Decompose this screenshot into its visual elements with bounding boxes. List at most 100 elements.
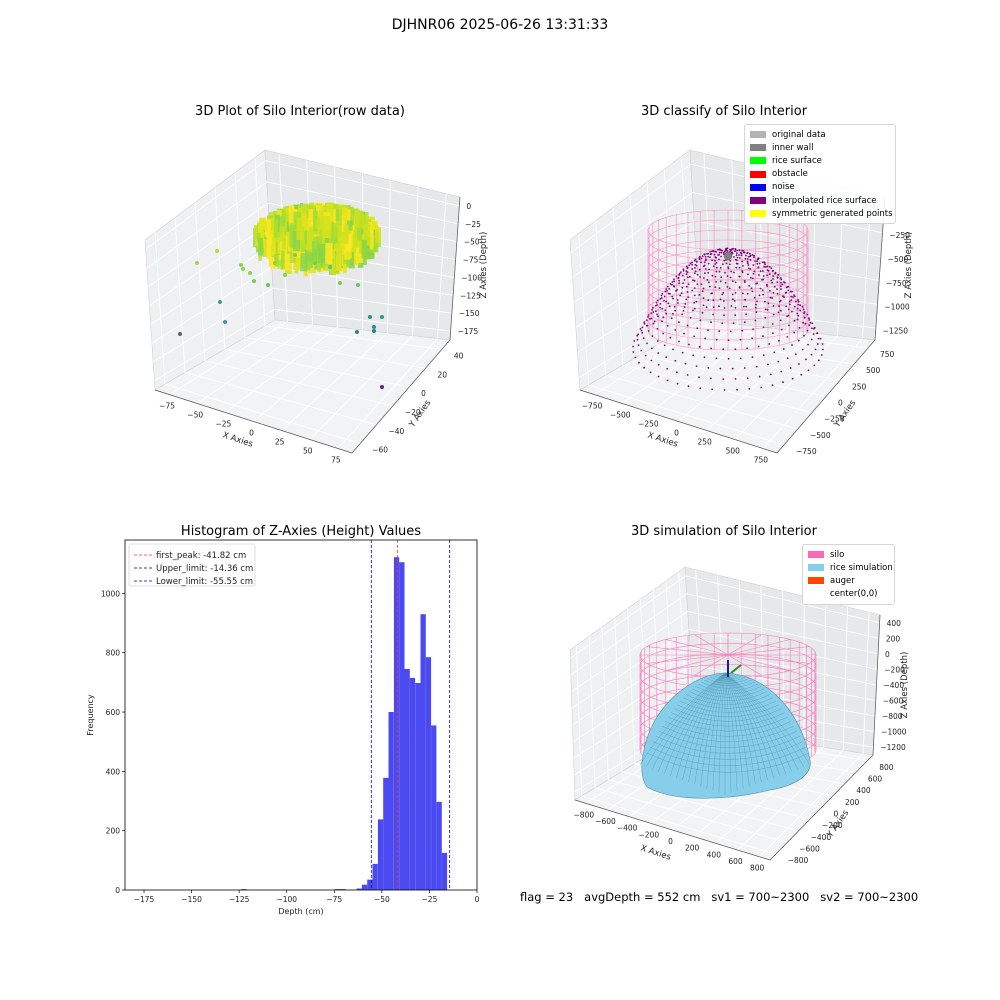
histogram-bars (241, 557, 448, 890)
histogram-bar (393, 557, 400, 890)
histogram-bar (409, 677, 416, 890)
legend-label: silo (830, 549, 845, 560)
y-tick-label: 0 (421, 389, 426, 398)
y-axis-label: Frequency (86, 694, 95, 736)
z-tick-label: −100 (461, 273, 482, 282)
scattered-outliers (178, 245, 384, 389)
inner-wall-points (723, 251, 733, 261)
x-tick-label: 0 (668, 837, 673, 846)
histogram-bar (441, 852, 448, 890)
y-tick-label: 0 (834, 810, 839, 819)
y-tick-label: −500 (810, 431, 831, 440)
plot2-title: 3D classify of Silo Interior (640, 104, 808, 119)
x-tick-label: −25 (215, 420, 231, 429)
z-tick-label: −1000 (881, 728, 907, 737)
status-sv2: sv2 = 700~2300 (820, 890, 919, 904)
x-tick-label: −800 (574, 810, 595, 819)
x-tick-label: −125 (229, 895, 250, 904)
x-tick-label: −75 (159, 402, 175, 411)
legend-item: center(0,0) (808, 588, 889, 601)
x-tick-label: 400 (707, 850, 722, 859)
legend-swatch (750, 157, 766, 165)
x-tick-label: 750 (754, 456, 769, 465)
y-tick-label: 500 (866, 366, 881, 375)
y-tick-label: 0 (115, 886, 120, 895)
histogram-bar (377, 819, 384, 890)
histogram-bar (420, 614, 426, 890)
z-tick-label: −750 (886, 279, 907, 288)
center-marker (730, 664, 742, 674)
z-tick-label: 0 (885, 650, 890, 659)
histogram-bar (340, 889, 346, 890)
reference-lines (370, 540, 451, 890)
plot3-histogram: −175 −150 −125 −100 −75 −50 −25 0 0 200 400 600 800 1… (86, 539, 480, 916)
z-tick-label: −400 (884, 681, 905, 690)
histogram-bar (367, 879, 373, 890)
legend-item: inner wall (750, 141, 890, 154)
z-tick-label: 0 (466, 202, 471, 211)
legend-swatch (808, 551, 824, 559)
y-tick-label: 1000 (101, 589, 120, 598)
plot4-legend: silo rice simulation auger center(0,0) (802, 544, 895, 605)
status-flag: flag = 23 (520, 890, 574, 904)
z-tick-label: −250 (889, 231, 910, 240)
legend-swatch (750, 197, 766, 205)
histogram-legend: first_peak: -41.82 cm Upper_limit: -14.36… (128, 543, 256, 587)
histogram-bar (383, 777, 389, 890)
legend-item: rice surface (750, 154, 890, 167)
legend-swatch (750, 170, 766, 178)
legend-item: obstacle (750, 168, 890, 181)
y-tick-label: 600 (868, 775, 883, 784)
legend-label: rice surface (772, 155, 822, 166)
x-tick-label: −50 (187, 411, 203, 420)
tick-labels: −750 −500 −250 0 250 500 750 750 500 250 0 −250 −500… (582, 207, 910, 464)
tick-labels: −175 −150 −125 −100 −75 −50 −25 0 0 200 400 600 800 1… (101, 589, 480, 904)
histogram-bar (415, 683, 421, 890)
y-tick-label: 250 (852, 382, 867, 391)
x-tick-label: 600 (728, 857, 743, 866)
histogram-bar (404, 669, 410, 890)
legend-item: noise (750, 181, 890, 194)
x-tick-label: 50 (303, 447, 313, 456)
x-tick-label: −600 (595, 817, 616, 826)
y-tick-label: −400 (811, 833, 832, 842)
legend-item: silo (808, 548, 889, 561)
x-tick-label: −75 (326, 895, 342, 904)
x-axis-label: Depth (cm) (278, 907, 323, 916)
plot1-raw-scatter-3d: −75 −50 −25 0 25 50 75 40 20 0 −20 −40 −60 0 −25 −50 −75… (144, 149, 489, 465)
x-tick-label: −150 (181, 895, 202, 904)
legend-swatch (750, 144, 766, 152)
y-tick-label: −60 (372, 446, 388, 455)
y-tick-label: −20 (405, 408, 421, 417)
legend-item: auger (808, 574, 889, 587)
y-tick-label: 20 (438, 370, 448, 379)
legend-label: obstacle (772, 169, 808, 180)
z-tick-label: −50 (464, 238, 480, 247)
x-tick-label: 200 (685, 844, 700, 853)
z-tick-label: −1200 (880, 743, 906, 752)
raw-point-cloud (253, 202, 381, 277)
legend-swatch (750, 183, 766, 191)
legend-label: Lower_limit: -55.55 cm (156, 577, 253, 587)
x-tick-label: −250 (638, 420, 659, 429)
y-tick-label: 800 (106, 649, 121, 658)
legend-item: symmetric generated points (750, 207, 893, 220)
y-tick-label: 40 (454, 351, 464, 360)
status-avg-depth: avgDepth = 552 cm (584, 890, 701, 904)
legend-label: auger (830, 575, 855, 586)
histogram-bar (361, 884, 368, 890)
tick-labels: −800−600−400−200020040060080080060040020… (574, 619, 907, 873)
histogram-bar (356, 888, 362, 890)
histogram-bar (241, 889, 247, 890)
z-tick-label: −150 (459, 309, 480, 318)
plot2-legend: original data inner wall rice surface obsta… (744, 124, 896, 225)
x-tick-label: −25 (422, 895, 438, 904)
y-tick-label: 600 (106, 708, 121, 717)
y-tick-label: −200 (822, 821, 843, 830)
plot4-simulation-3d: −800−600−400−200020040060080080060040020… (569, 566, 910, 873)
grid-lines (570, 569, 880, 858)
z-tick-label: 400 (887, 619, 902, 628)
x-tick-label: 250 (697, 438, 712, 447)
status-sv1: sv1 = 700~2300 (711, 890, 810, 904)
y-tick-label: 800 (879, 763, 894, 772)
